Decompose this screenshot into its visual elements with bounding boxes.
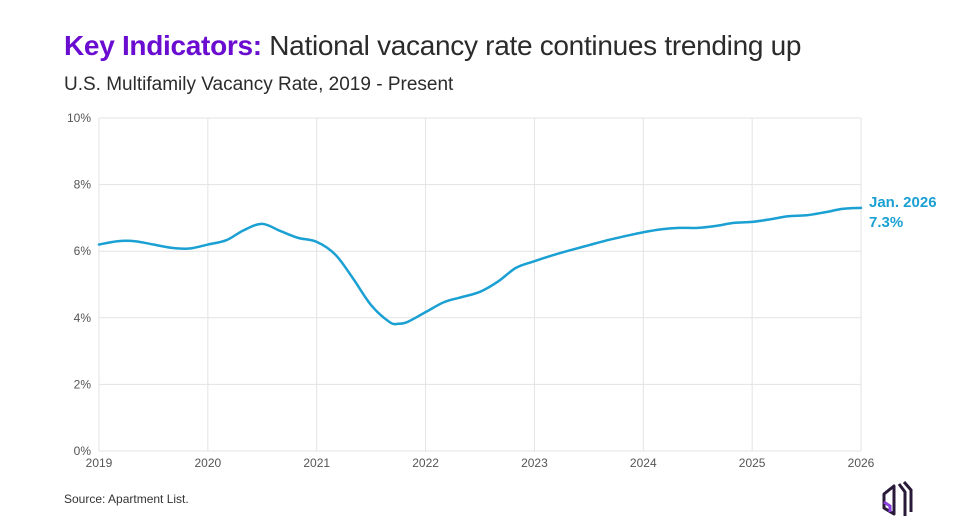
x-tick-label: 2023 bbox=[521, 456, 548, 470]
grid bbox=[98, 117, 862, 452]
vacancy-rate-line bbox=[97, 206, 863, 326]
y-tick-label: 4% bbox=[74, 311, 92, 325]
apartment-list-house-logo-icon bbox=[882, 481, 913, 516]
x-tick-label: 2019 bbox=[86, 456, 113, 470]
x-tick-label: 2022 bbox=[412, 456, 439, 470]
x-tick-label: 2025 bbox=[739, 456, 766, 470]
annotation-label: Jan. 2026 bbox=[869, 194, 937, 211]
x-tick-label: 2024 bbox=[630, 456, 657, 470]
x-tick-label: 2026 bbox=[848, 456, 875, 470]
y-tick-label: 2% bbox=[74, 377, 92, 391]
chart-subtitle: U.S. Multifamily Vacancy Rate, 2019 - Pr… bbox=[64, 74, 454, 95]
y-tick-label: 6% bbox=[74, 244, 92, 258]
chart-title: Key Indicators: National vacancy rate co… bbox=[64, 30, 801, 62]
y-tick-label: 0% bbox=[74, 444, 92, 458]
x-tick-label: 2021 bbox=[303, 456, 330, 470]
annotation-value: 7.3% bbox=[869, 214, 903, 231]
title-highlight: Key Indicators: bbox=[64, 30, 262, 61]
x-tick-label: 2020 bbox=[195, 456, 222, 470]
y-tick-label: 10% bbox=[67, 111, 91, 125]
title-text: National vacancy rate continues trending… bbox=[269, 30, 802, 61]
y-tick-label: 8% bbox=[74, 178, 92, 192]
source-note: Source: Apartment List. bbox=[64, 492, 189, 506]
axis-ticks: 0% 2% 4% 6% 8% 10% 2019 2020 2021 2022 2023 2024 202… bbox=[67, 111, 875, 470]
